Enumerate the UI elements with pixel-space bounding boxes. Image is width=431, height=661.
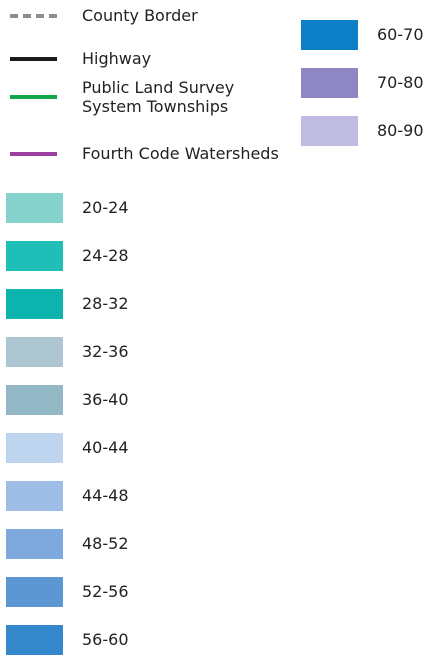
color-swatch <box>6 577 63 607</box>
swatch-label: 28-32 <box>82 294 129 313</box>
color-swatch <box>6 289 63 319</box>
line-label: County Border <box>82 6 198 25</box>
swatch-label: 32-36 <box>82 342 129 361</box>
swatch-label: 60-70 <box>377 25 424 44</box>
color-swatch <box>301 20 358 50</box>
color-swatch <box>6 385 63 415</box>
color-swatch <box>6 481 63 511</box>
color-swatch <box>6 193 63 223</box>
color-swatch <box>6 241 63 271</box>
line-symbol <box>10 14 57 18</box>
swatch-label: 52-56 <box>82 582 129 601</box>
swatch-label: 40-44 <box>82 438 129 457</box>
line-label: Fourth Code Watersheds <box>82 144 279 163</box>
color-swatch <box>6 529 63 559</box>
color-swatch <box>6 433 63 463</box>
swatch-label: 24-28 <box>82 246 129 265</box>
color-swatch <box>6 625 63 655</box>
swatch-label: 36-40 <box>82 390 129 409</box>
line-symbol <box>10 152 57 156</box>
line-symbol <box>10 95 57 99</box>
swatch-label: 80-90 <box>377 121 424 140</box>
swatch-label: 70-80 <box>377 73 424 92</box>
color-swatch <box>301 68 358 98</box>
swatch-label: 44-48 <box>82 486 129 505</box>
swatch-label: 56-60 <box>82 630 129 649</box>
swatch-label: 20-24 <box>82 198 129 217</box>
line-label: System Townships <box>82 96 229 116</box>
line-symbol <box>10 57 57 61</box>
swatch-label: 48-52 <box>82 534 129 553</box>
color-swatch <box>301 116 358 146</box>
line-label: Public Land Survey <box>82 77 235 97</box>
color-swatch <box>6 337 63 367</box>
line-label: Highway <box>82 49 152 68</box>
